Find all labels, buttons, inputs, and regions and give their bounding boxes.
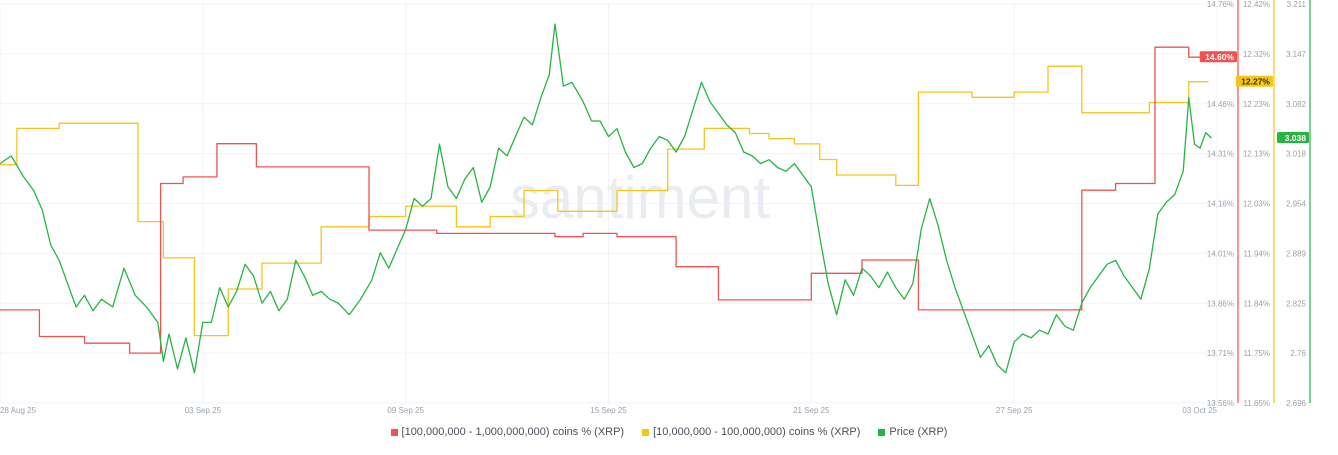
x-tick-label: 03 Sep 25	[185, 406, 222, 415]
series-line-1	[0, 65, 1209, 337]
y-tick-label-mid: 11.65%	[1243, 399, 1270, 408]
series-line-2	[0, 23, 1212, 374]
y-tick-label-price: 2.825	[1286, 299, 1307, 308]
y-tick-label-mid: 12.13%	[1243, 150, 1270, 159]
y-tick-label-mid: 11.94%	[1243, 249, 1270, 258]
y-tick-label-price: 2.954	[1286, 200, 1307, 209]
y-tick-label-large: 13.56%	[1207, 399, 1234, 408]
y-tick-label-price: 3.018	[1286, 150, 1307, 159]
y-tick-label-large: 14.46%	[1207, 100, 1234, 109]
y-tick-label-large: 13.86%	[1207, 299, 1234, 308]
last-value-label-1: 12.27%	[1241, 77, 1270, 87]
y-tick-label-price: 2.889	[1286, 249, 1307, 258]
x-axis-ticks: 28 Aug 25 03 Sep 25 09 Sep 25 15 Sep 25 21 S…	[0, 406, 1218, 415]
y-tick-label-price: 2.696	[1286, 399, 1307, 408]
y-tick-label-mid: 12.23%	[1243, 100, 1270, 109]
y-tick-label-mid: 12.32%	[1243, 50, 1270, 59]
x-tick-label: 09 Sep 25	[387, 406, 424, 415]
legend: [100,000,000 - 1,000,000,000) coins % (X…	[0, 426, 1338, 438]
series-layer	[0, 23, 1212, 374]
y-tick-label-large: 14.76%	[1207, 0, 1234, 9]
legend-swatch	[390, 428, 398, 436]
y-tick-label-mid: 11.75%	[1243, 349, 1270, 358]
x-tick-label: 27 Sep 25	[996, 406, 1033, 415]
x-tick-label: 15 Sep 25	[590, 406, 627, 415]
gridlines	[0, 3, 1218, 404]
y-tick-label-large: 13.71%	[1207, 349, 1234, 358]
last-value-label-0: 14.60%	[1205, 52, 1234, 62]
legend-label: [100,000,000 - 1,000,000,000) coins % (X…	[401, 426, 625, 438]
y-tick-label-price: 3.082	[1286, 100, 1307, 109]
y-tick-label-price: 2.76	[1290, 349, 1306, 358]
last-value-label-2: 3.038	[1285, 133, 1307, 143]
last-value-badge-1	[1235, 75, 1273, 87]
watermark: santiment	[510, 164, 770, 231]
legend-swatch	[642, 428, 650, 436]
legend-item-0[interactable]: [100,000,000 - 1,000,000,000) coins % (X…	[390, 426, 625, 438]
legend-label: Price (XRP)	[889, 426, 948, 438]
x-tick-label: 03 Oct 25	[1182, 406, 1217, 415]
axes: 14.76%14.61%14.46%14.31%14.16%14.01%13.8…	[1199, 0, 1311, 408]
y-tick-label-mid: 11.84%	[1243, 299, 1270, 308]
y-tick-label-mid: 12.42%	[1243, 0, 1270, 9]
legend-swatch	[878, 428, 886, 436]
last-value-badge-2	[1277, 132, 1309, 144]
series-line-0	[0, 46, 1209, 354]
y-tick-label-large: 14.16%	[1207, 200, 1234, 209]
y-tick-label-price: 3.147	[1286, 50, 1307, 59]
x-tick-label: 21 Sep 25	[793, 406, 830, 415]
y-tick-label-large: 14.31%	[1207, 150, 1234, 159]
legend-item-2[interactable]: Price (XRP)	[878, 426, 947, 438]
last-value-badge-0	[1199, 51, 1237, 63]
y-tick-label-large: 14.01%	[1207, 249, 1234, 258]
y-tick-label-price: 3.211	[1287, 0, 1307, 9]
y-tick-label-mid: 12.03%	[1243, 200, 1270, 209]
legend-label: [10,000,000 - 100,000,000) coins % (XRP)	[653, 426, 861, 438]
x-tick-label: 28 Aug 25	[0, 406, 37, 415]
legend-item-1[interactable]: [10,000,000 - 100,000,000) coins % (XRP)	[642, 426, 860, 438]
